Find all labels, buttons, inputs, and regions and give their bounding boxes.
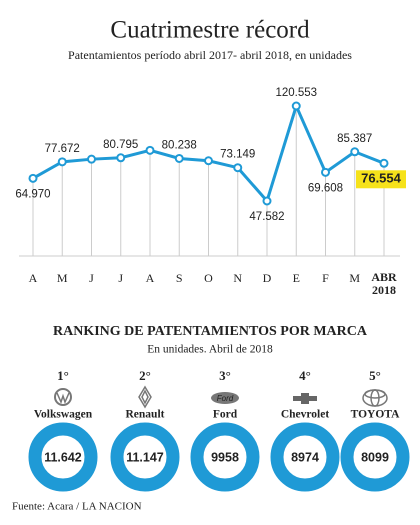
rank: 2° [139,368,151,383]
brand: Volkswagen [34,409,93,421]
x-tick-label: N [233,271,242,285]
x-tick-label: F [322,271,329,285]
ranking-title: RANKING DE PATENTAMIENTOS POR MARCA [53,324,368,339]
data-label: 47.582 [249,211,284,223]
x-tick-label: J [89,271,94,285]
rank: 4° [299,368,311,383]
brand-value: 9958 [211,450,239,464]
ring [270,422,340,492]
data-label: 80.238 [162,140,197,152]
point [87,154,96,164]
brand: Renault [126,409,165,421]
point [233,163,243,173]
x-tick-label: A [29,271,38,285]
point [174,153,184,163]
rank: 5° [369,368,381,383]
x-tick-box: ABR 2018 [371,271,397,297]
data-label: 77.672 [45,143,80,155]
data-label: 80.795 [103,139,138,151]
brand: TOYOTA [351,409,400,421]
x-tick-label: E [293,271,300,285]
point [116,153,126,163]
ranking-subtitle: En unidades. Abril de 2018 [147,344,273,356]
point [321,167,330,177]
x-tick-label: ABR 2018 [371,271,397,297]
x-tick-label: S [176,271,183,285]
point [204,156,213,166]
point [145,145,155,155]
brand: Chevrolet [281,409,330,421]
point [262,196,272,206]
brand-value: 8974 [291,450,319,464]
ranking: 1° Volkswagen 11.642 2° Renault 11.147 3° Ford 9… [28,368,410,492]
x-tick-label: D [263,271,272,285]
data-label: 69.608 [308,182,343,194]
ford-logo: Ford [217,394,234,403]
brand-value: 11.642 [44,450,82,464]
brand-value: 11.147 [126,450,164,464]
point [28,173,38,183]
footer: Fuente: Acara / LA NACION [12,501,142,513]
point [291,101,301,111]
x-tick-label: O [204,271,213,285]
ring [28,422,98,492]
x-tick-label: M [349,271,360,285]
ring [110,422,180,492]
x-tick-label: A [146,271,155,285]
x-tick-label: M [57,271,68,285]
logos: Ford [54,385,388,409]
ring [190,422,260,492]
brand: Ford [213,409,238,421]
highlight-box [356,170,406,189]
data-label: 76.554 [361,171,402,186]
data-label: 120.553 [275,87,317,99]
rank: 1° [57,368,69,383]
rank: 3° [219,368,231,383]
point [379,158,389,168]
data-label: 64.970 [15,188,50,200]
ring [340,422,410,492]
point [350,147,360,157]
chart-title: Cuatrimestre récord [110,17,310,44]
x-tick-label: J [118,271,123,285]
point [57,157,67,167]
data-label: 73.149 [220,149,255,161]
brand-value: 8099 [361,450,389,464]
chart-subtitle: Patentamientos período abril 2017- abril… [68,48,352,62]
line-chart: 64.970 77.672 80.795 80.238 73.149 47.582 120.… [15,87,406,297]
data-label: 85.387 [337,133,372,145]
